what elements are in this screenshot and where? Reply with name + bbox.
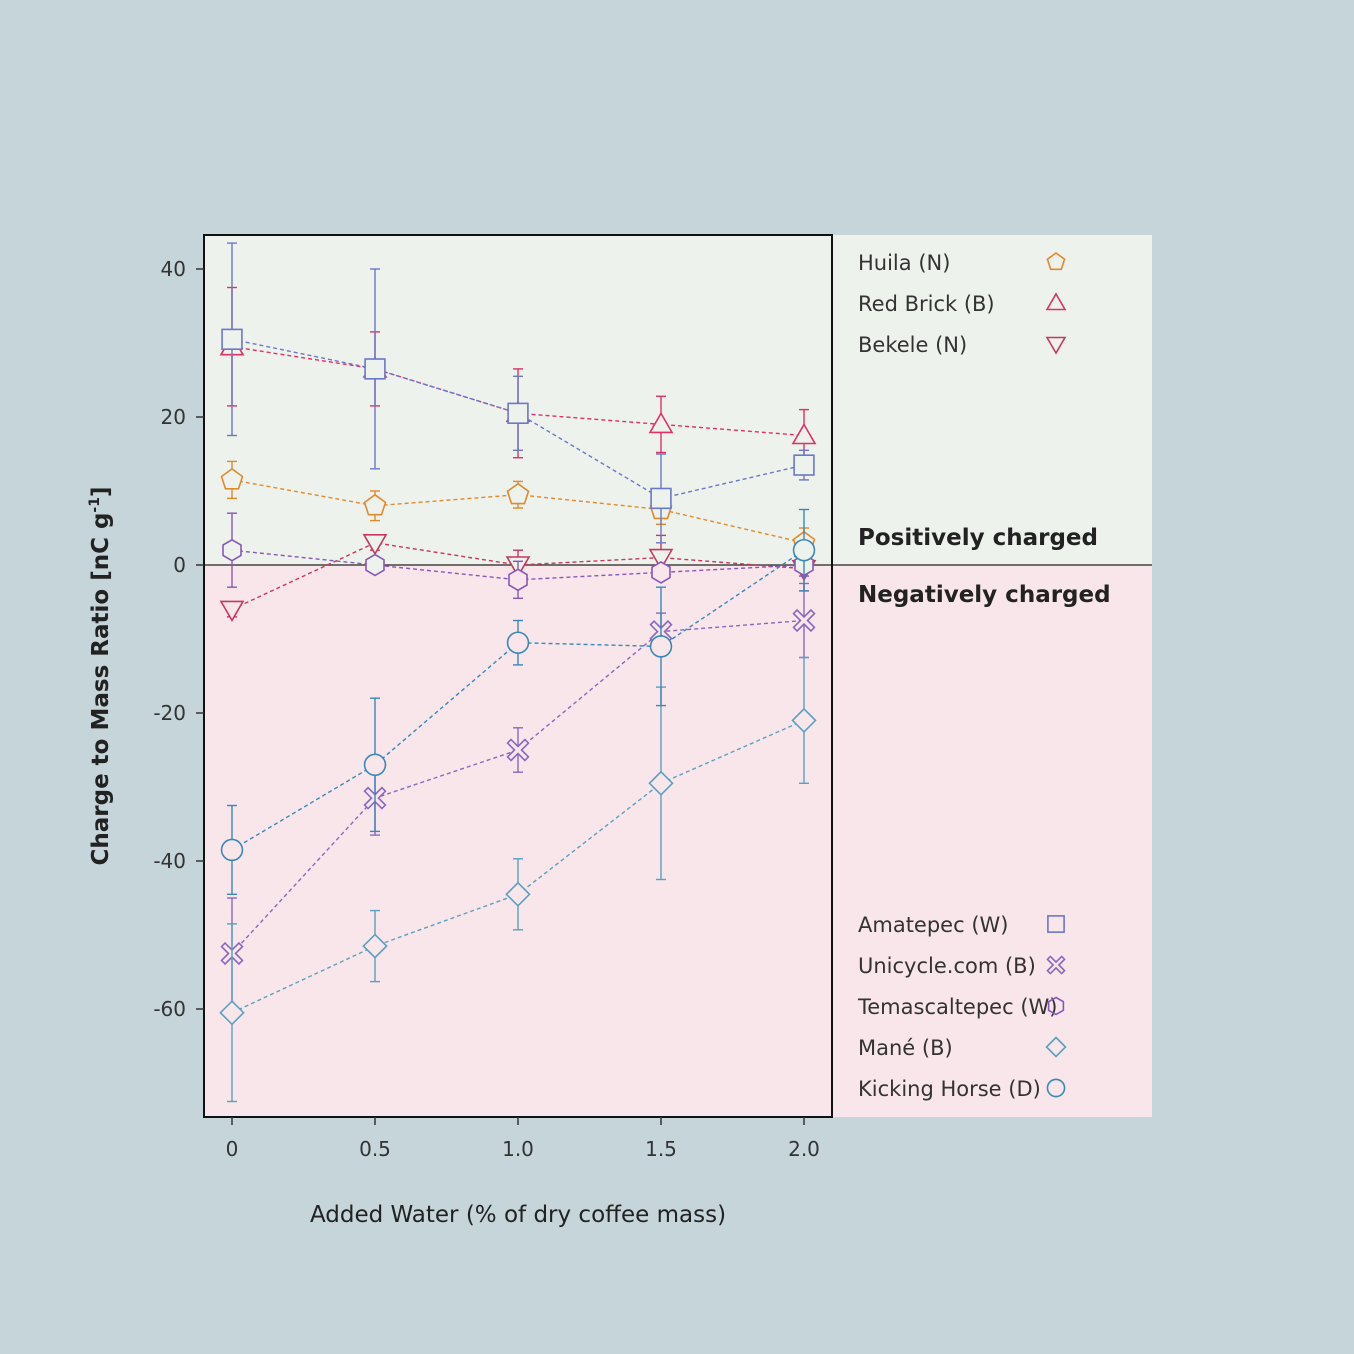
x-tick-label: 2.0 <box>788 1137 820 1161</box>
legend-marker <box>1047 996 1065 1016</box>
data-point-marker <box>508 568 528 592</box>
x-tick-label: 1.0 <box>502 1137 534 1161</box>
data-point-marker <box>791 422 817 445</box>
data-point-marker <box>219 600 245 622</box>
y-axis-title-end: ] <box>88 486 114 497</box>
positive-region-bg <box>204 235 1152 565</box>
legend-marker <box>1045 292 1067 311</box>
data-point-marker <box>505 881 531 907</box>
legend-label: Amatepec (W) <box>858 913 1008 937</box>
data-point-marker <box>363 753 387 777</box>
y-tick-label: -40 <box>153 849 186 873</box>
data-point-marker <box>649 635 673 658</box>
data-point-marker <box>791 707 817 734</box>
data-point-marker <box>792 538 816 562</box>
y-tick-label: 0 <box>173 553 186 577</box>
data-point-marker <box>219 1000 245 1026</box>
legend-label: Red Brick (B) <box>858 292 995 316</box>
y-axis-title-main: Charge to Mass Ratio [nC g <box>88 513 114 866</box>
negative-region-label: Negatively charged <box>858 582 1111 608</box>
data-point-marker <box>506 631 530 654</box>
data-point-marker <box>648 548 674 571</box>
legend-marker <box>1047 915 1065 933</box>
legend-label: Huila (N) <box>858 251 950 275</box>
y-axis-title: Charge to Mass Ratio [nC g-1] <box>87 486 114 865</box>
data-point-marker <box>221 328 243 350</box>
data-point-marker <box>793 454 815 476</box>
data-point-marker <box>362 533 388 556</box>
data-point-marker <box>507 402 529 424</box>
y-tick-label: 40 <box>161 257 186 281</box>
data-point-marker <box>648 770 674 796</box>
data-point-marker <box>222 538 242 562</box>
series-line <box>231 619 805 954</box>
data-point-marker <box>648 411 674 434</box>
legend-marker <box>1046 1078 1066 1098</box>
legend-top: Huila (N) Red Brick (B) Bekele (N) <box>858 251 1067 357</box>
y-tick-label: -20 <box>153 701 186 725</box>
series-diamond <box>219 656 817 1103</box>
legend-bottom: Amatepec (W) Unicycle.com (B) Temascaltepe… <box>857 913 1067 1101</box>
data-point-marker <box>506 482 530 505</box>
data-point-marker <box>363 493 387 516</box>
data-point-marker <box>364 358 386 380</box>
y-axis-title-sup: -1 <box>87 497 103 513</box>
legend-label: Kicking Horse (D) <box>858 1077 1041 1101</box>
x-axis-title: Added Water (% of dry coffee mass) <box>310 1202 726 1228</box>
legend-label: Bekele (N) <box>858 333 967 357</box>
y-tick-label: -60 <box>153 997 186 1021</box>
series-layer <box>219 242 817 1103</box>
data-point-marker <box>651 560 671 584</box>
x-axis: 0 0.5 1.0 1.5 2.0 <box>226 1117 820 1161</box>
legend-marker <box>1046 252 1066 271</box>
data-point-marker <box>220 467 244 490</box>
data-point-marker <box>650 487 672 510</box>
data-point-marker <box>365 553 385 577</box>
x-tick-label: 0.5 <box>359 1137 391 1161</box>
data-point-marker <box>506 738 530 762</box>
data-point-marker <box>220 838 244 862</box>
y-tick-label: 20 <box>161 405 186 429</box>
x-tick-label: 1.5 <box>645 1137 677 1161</box>
legend-label: Unicycle.com (B) <box>858 954 1036 978</box>
legend-label: Mané (B) <box>858 1036 953 1060</box>
data-point-marker <box>792 608 816 633</box>
legend-label: Temascaltepec (W) <box>857 995 1057 1019</box>
y-axis: 40 20 0 -20 -40 -60 <box>153 257 204 1021</box>
negative-region-bg <box>204 565 1152 1117</box>
positive-region-label: Positively charged <box>858 525 1098 551</box>
legend-marker <box>1045 336 1067 355</box>
series-line <box>231 549 805 851</box>
data-point-marker <box>362 933 388 959</box>
series-cross <box>220 582 816 1010</box>
legend-marker <box>1046 955 1066 975</box>
legend-marker <box>1045 1036 1067 1058</box>
series-square <box>221 242 815 544</box>
x-tick-label: 0 <box>226 1137 239 1161</box>
series-circle <box>220 508 816 895</box>
